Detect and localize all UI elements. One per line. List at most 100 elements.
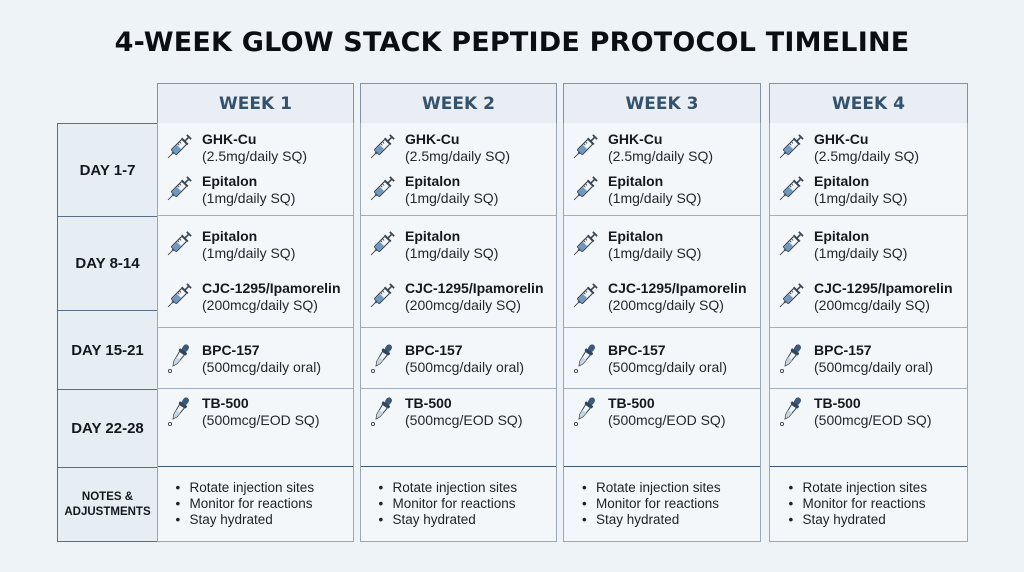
peptide-dose: (2.5mg/daily SQ) [608,148,714,164]
syringe-icon [570,228,602,262]
peptide-dose: (1mg/daily SQ) [814,190,908,206]
peptide-dose: (1mg/daily SQ) [405,190,499,206]
note-text: Stay hydrated [802,512,886,527]
peptide-name: GHK-Cu [202,131,257,147]
peptide-dose: (500mcg/daily oral) [608,359,728,375]
dose-cell: BPC-157 (500mcg/daily oral) [361,328,556,389]
peptide-text: BPC-157 (500mcg/daily oral) [399,342,524,376]
peptide-name: BPC-157 [405,342,463,358]
note-text: Stay hydrated [189,512,273,527]
note-item: Monitor for reactions [176,496,336,512]
peptide-entry: Epitalon (1mg/daily SQ) [570,173,701,207]
syringe-icon [776,173,808,207]
peptide-entry: Epitalon (1mg/daily SQ) [367,173,498,207]
note-text: Stay hydrated [392,512,476,527]
peptide-name: TB-500 [608,395,655,411]
peptide-name: BPC-157 [608,342,666,358]
peptide-text: GHK-Cu (2.5mg/daily SQ) [602,131,713,165]
week-header: WEEK 4 [769,83,968,124]
dose-cell: Epitalon (1mg/daily SQ) CJC-1295/Ipamoreli… [361,216,556,328]
week-column-4: WEEK 4 GHK-Cu (2.5mg/daily SQ) Epitalon (1mg… [769,83,968,542]
week-body: GHK-Cu (2.5mg/daily SQ) Epitalon (1mg/daily… [563,123,761,542]
peptide-text: TB-500 (500mcg/EOD SQ) [808,395,931,429]
note-item: Stay hydrated [789,512,949,528]
peptide-name: Epitalon [405,228,461,244]
page-title: 4-WEEK GLOW STACK PEPTIDE PROTOCOL TIMEL… [114,27,910,58]
row-label-day-1-7: DAY 1-7 [58,124,157,217]
dose-cell: GHK-Cu (2.5mg/daily SQ) Epitalon (1mg/daily… [158,123,353,216]
syringe-icon [164,280,196,314]
dose-cell: TB-500 (500mcg/EOD SQ) [770,389,967,467]
notes-list: Rotate injection sitesMonitor for reacti… [361,480,556,528]
week-column-1: WEEK 1 GHK-Cu (2.5mg/daily SQ) Epitalon (1mg… [157,83,354,542]
peptide-dose: (500mcg/daily oral) [202,359,322,375]
week-body: GHK-Cu (2.5mg/daily SQ) Epitalon (1mg/daily… [157,123,354,542]
dose-cell: TB-500 (500mcg/EOD SQ) [361,389,556,467]
peptide-name: Epitalon [608,173,664,189]
syringe-icon [776,131,808,165]
peptide-name: Epitalon [405,173,461,189]
note-text: Monitor for reactions [189,496,313,511]
peptide-entry: BPC-157 (500mcg/daily oral) [367,342,524,376]
peptide-dose: (1mg/daily SQ) [405,245,499,261]
syringe-icon [570,280,602,314]
peptide-text: Epitalon (1mg/daily SQ) [808,173,907,207]
peptide-entry: CJC-1295/Ipamorelin (200mcg/daily SQ) [570,280,747,314]
week-header: WEEK 3 [563,83,761,124]
dose-cell: GHK-Cu (2.5mg/daily SQ) Epitalon (1mg/daily… [361,123,556,216]
week-body: GHK-Cu (2.5mg/daily SQ) Epitalon (1mg/daily… [769,123,968,542]
peptide-name: GHK-Cu [405,131,460,147]
dose-cell: GHK-Cu (2.5mg/daily SQ) Epitalon (1mg/daily… [770,123,967,216]
dose-cell: TB-500 (500mcg/EOD SQ) [158,389,353,467]
row-label-column: DAY 1-7 DAY 8-14 DAY 15-21 DAY 22-28 NOT… [57,123,158,542]
peptide-dose: (1mg/daily SQ) [608,245,702,261]
peptide-entry: Epitalon (1mg/daily SQ) [776,173,907,207]
dropper-icon [164,395,196,429]
peptide-dose: (500mcg/EOD SQ) [202,412,320,428]
dropper-icon [164,342,196,376]
peptide-entry: CJC-1295/Ipamorelin (200mcg/daily SQ) [164,280,341,314]
note-text: Rotate injection sites [802,480,928,495]
syringe-icon [367,173,399,207]
peptide-dose: (500mcg/EOD SQ) [814,412,932,428]
peptide-entry: TB-500 (500mcg/EOD SQ) [776,395,931,429]
syringe-icon [164,131,196,165]
peptide-dose: (500mcg/daily oral) [405,359,525,375]
dropper-icon [776,342,808,376]
peptide-name: BPC-157 [202,342,260,358]
peptide-name: TB-500 [202,395,249,411]
notes-list: Rotate injection sitesMonitor for reacti… [564,480,760,528]
peptide-entry: BPC-157 (500mcg/daily oral) [776,342,933,376]
peptide-text: CJC-1295/Ipamorelin (200mcg/daily SQ) [808,280,953,314]
row-label-day-22-28: DAY 22-28 [58,390,157,468]
dose-cell: BPC-157 (500mcg/daily oral) [564,328,760,389]
peptide-name: Epitalon [814,173,870,189]
dose-cell: BPC-157 (500mcg/daily oral) [770,328,967,389]
peptide-entry: GHK-Cu (2.5mg/daily SQ) [570,131,713,165]
peptide-entry: TB-500 (500mcg/EOD SQ) [367,395,522,429]
note-item: Monitor for reactions [379,496,539,512]
peptide-dose: (200mcg/daily SQ) [608,297,724,313]
notes-cell: Rotate injection sitesMonitor for reacti… [770,467,967,540]
note-item: Stay hydrated [582,512,742,528]
peptide-dose: (200mcg/daily SQ) [202,297,318,313]
note-item: Stay hydrated [176,512,336,528]
week-body: GHK-Cu (2.5mg/daily SQ) Epitalon (1mg/daily… [360,123,557,542]
dose-cell: Epitalon (1mg/daily SQ) CJC-1295/Ipamoreli… [564,216,760,328]
peptide-entry: Epitalon (1mg/daily SQ) [367,228,498,262]
peptide-text: TB-500 (500mcg/EOD SQ) [399,395,522,429]
note-item: Monitor for reactions [582,496,742,512]
peptide-entry: GHK-Cu (2.5mg/daily SQ) [776,131,919,165]
row-label-day-15-21: DAY 15-21 [58,311,157,390]
peptide-dose: (2.5mg/daily SQ) [202,148,308,164]
note-text: Monitor for reactions [596,496,720,511]
week-header: WEEK 1 [157,83,354,124]
dropper-icon [570,342,602,376]
peptide-name: Epitalon [202,228,258,244]
peptide-entry: Epitalon (1mg/daily SQ) [164,173,295,207]
peptide-text: GHK-Cu (2.5mg/daily SQ) [808,131,919,165]
peptide-dose: (200mcg/daily SQ) [405,297,521,313]
peptide-name: CJC-1295/Ipamorelin [608,280,747,296]
dropper-icon [776,395,808,429]
dropper-icon [570,395,602,429]
